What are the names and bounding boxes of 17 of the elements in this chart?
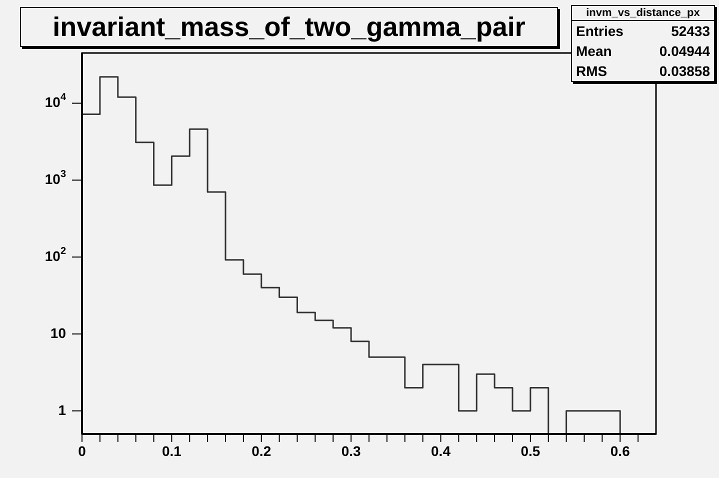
y-tick-label: 10 <box>50 324 66 341</box>
y-tick-label: 10$^{2}$ <box>44 246 66 264</box>
text: Mean 0.04944 <box>576 43 710 59</box>
x-tick-label: 0.5 <box>520 442 540 459</box>
text: RMS 0.03858 <box>576 63 710 79</box>
x-tick-label: 0.2 <box>252 442 272 459</box>
x-tick-label: 0.4 <box>431 442 451 459</box>
text: invm_vs_distance_px <box>572 6 714 21</box>
text: Entries 52433 <box>576 23 710 39</box>
y-tick-label: 1 <box>58 402 66 418</box>
x-tick-label: 0.3 <box>341 442 362 459</box>
y-tick-label: 10$^{3}$ <box>44 169 66 187</box>
x-tick-label: 0.6 <box>610 442 630 459</box>
x-tick-label: 0.1 <box>162 442 182 459</box>
chart-title: invariant_mass_of_two_gamma_pair <box>20 7 558 47</box>
x-tick-label: 0 <box>78 442 86 459</box>
y-tick-label: 10$^{4}$ <box>44 92 66 110</box>
